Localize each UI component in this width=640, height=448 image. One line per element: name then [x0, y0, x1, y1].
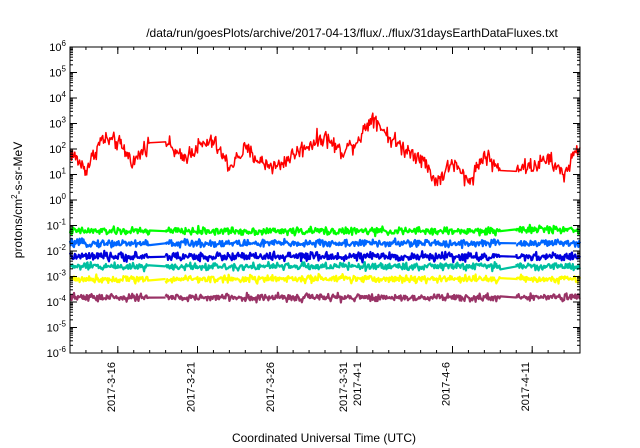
y-tick-label: 105 — [49, 65, 66, 80]
y-tick-label: 103 — [49, 116, 66, 131]
y-tick-label: 10-5 — [47, 320, 67, 335]
y-axis-label: protons/cm2-s-sr-MeV — [10, 142, 25, 258]
x-tick-label: 2017-4-11 — [520, 362, 532, 411]
y-tick-label: 100 — [49, 192, 66, 207]
y-tick-label: 10-4 — [47, 294, 67, 309]
chart-title: /data/run/goesPlots/archive/2017-04-13/f… — [146, 26, 558, 40]
y-tick-label: 10-2 — [47, 243, 67, 258]
axes: 10-6 10-5 10-4 10-3 10-2 10-1 100 101 102 103 104 1… — [47, 39, 581, 412]
series-line-7 — [69, 291, 581, 304]
x-tick-label: 2017-3-16 — [106, 362, 118, 412]
y-tick-label: 106 — [49, 39, 66, 54]
series-line-3 — [68, 237, 582, 250]
y-axis-label-group: protons/cm2-s-sr-MeV — [10, 142, 25, 258]
x-tick-label: 2017-3-21 — [186, 362, 198, 412]
x-tick-label: 2017-3-31 — [338, 362, 350, 412]
series-line-4 — [68, 249, 582, 264]
plot-frame — [69, 46, 581, 354]
x-tick-label: 2017-4-1 — [352, 362, 364, 406]
y-tick-label: 10-6 — [47, 345, 67, 360]
y-tick-label: 102 — [49, 141, 66, 156]
series-line-5 — [69, 260, 582, 273]
series-line-2 — [68, 223, 581, 238]
series-line-6 — [68, 272, 582, 285]
plot-area — [68, 112, 582, 304]
y-tick-label: 104 — [49, 90, 66, 105]
y-tick-label: 10-1 — [47, 218, 67, 233]
x-axis-label: Coordinated Universal Time (UTC) — [232, 431, 416, 445]
y-tick-label: 10-3 — [47, 269, 67, 284]
x-tick-label: 2017-3-26 — [265, 362, 277, 412]
x-tick-label: 2017-4-6 — [441, 362, 453, 406]
series-line-1 — [69, 112, 581, 187]
y-tick-label: 101 — [49, 167, 66, 182]
